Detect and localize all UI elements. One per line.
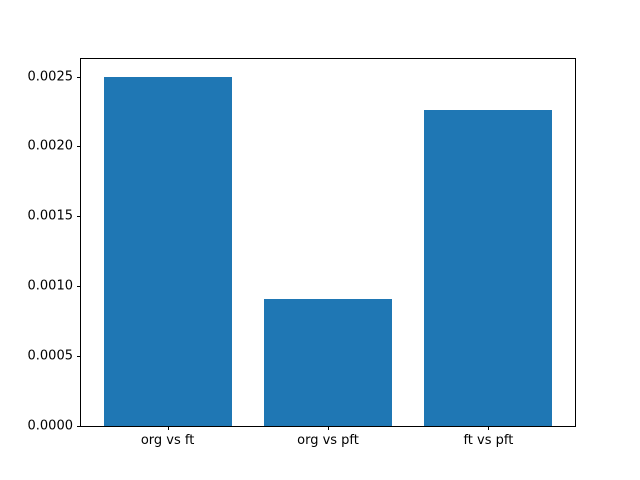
y-tick-label: 0.0010	[27, 278, 74, 294]
x-tick-label: org vs ft	[140, 433, 195, 448]
x-tick-mark	[167, 426, 169, 430]
y-tick-mark	[77, 76, 81, 78]
bar-ft-vs-pft	[424, 110, 553, 426]
x-tick-label: ft vs pft	[463, 433, 514, 448]
y-tick-label: 0.0020	[27, 138, 74, 154]
y-tick-mark	[77, 286, 81, 288]
y-tick-label: 0.0015	[27, 208, 74, 224]
axes: org vs ft org vs pft ft vs pft 0.0000 0.0005…	[28, 58, 576, 447]
y-tick-mark	[77, 356, 81, 358]
y-tick-mark	[77, 426, 81, 427]
y-tick-label: 0.0005	[27, 348, 74, 364]
y-tick-label: 0.0025	[27, 69, 74, 84]
y-tick-mark	[77, 216, 81, 218]
x-tick-label: org vs pft	[297, 433, 359, 448]
x-tick-mark	[488, 426, 490, 430]
y-tick-mark	[77, 146, 81, 148]
y-tick-label: 0.0000	[27, 418, 74, 434]
x-tick-mark	[328, 426, 329, 430]
bar-org-vs-pft	[263, 298, 393, 426]
bar-org-vs-ft	[103, 76, 232, 426]
